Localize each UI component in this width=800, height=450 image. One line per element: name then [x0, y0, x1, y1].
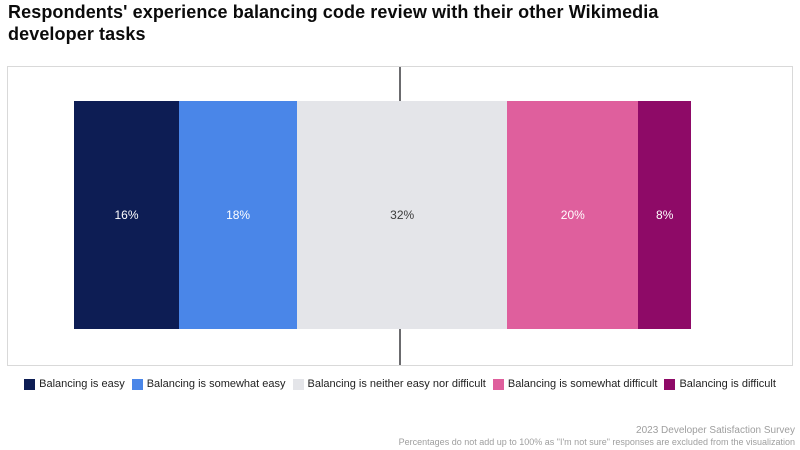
- legend-item-5: Balancing is difficult: [664, 378, 776, 390]
- legend-swatch: [292, 378, 304, 390]
- footer-note: Percentages do not add up to 100% as "I'…: [398, 437, 795, 447]
- bar-segment-value-label: 20%: [560, 208, 585, 222]
- legend-item-1: Balancing is easy: [24, 378, 125, 390]
- bar-segment-3: 32%: [297, 101, 508, 329]
- bar-segment-4: 20%: [507, 101, 639, 329]
- legend-swatch: [492, 378, 504, 390]
- legend-swatch: [131, 378, 143, 390]
- plot-area: 16% 18% 32% 20% 8%: [7, 66, 793, 366]
- legend: Balancing is easy Balancing is somewhat e…: [0, 378, 800, 390]
- bar-segment-value-label: 16%: [114, 208, 139, 222]
- bar-segment-value-label: 8%: [656, 208, 674, 222]
- footer-source: 2023 Developer Satisfaction Survey: [636, 425, 795, 436]
- footer: 2023 Developer Satisfaction Survey Perce…: [399, 425, 795, 447]
- legend-swatch: [664, 378, 676, 390]
- legend-label: Balancing is difficult: [679, 378, 776, 390]
- legend-item-2: Balancing is somewhat easy: [131, 378, 286, 390]
- legend-label: Balancing is easy: [39, 378, 125, 390]
- legend-item-3: Balancing is neither easy nor difficult: [292, 378, 486, 390]
- stacked-bar: 16% 18% 32% 20% 8%: [74, 101, 691, 329]
- legend-item-4: Balancing is somewhat difficult: [492, 378, 658, 390]
- legend-label: Balancing is somewhat difficult: [507, 378, 658, 390]
- legend-label: Balancing is somewhat easy: [146, 378, 286, 390]
- legend-swatch: [24, 378, 36, 390]
- bar-segment-5: 8%: [638, 101, 691, 329]
- legend-label: Balancing is neither easy nor difficult: [307, 378, 486, 390]
- bar-segment-value-label: 32%: [390, 208, 415, 222]
- chart-title: Respondents' experience balancing code r…: [8, 2, 659, 44]
- bar-segment-2: 18%: [179, 101, 298, 329]
- bar-segment-value-label: 18%: [226, 208, 251, 222]
- bar-segment-1: 16%: [74, 101, 180, 329]
